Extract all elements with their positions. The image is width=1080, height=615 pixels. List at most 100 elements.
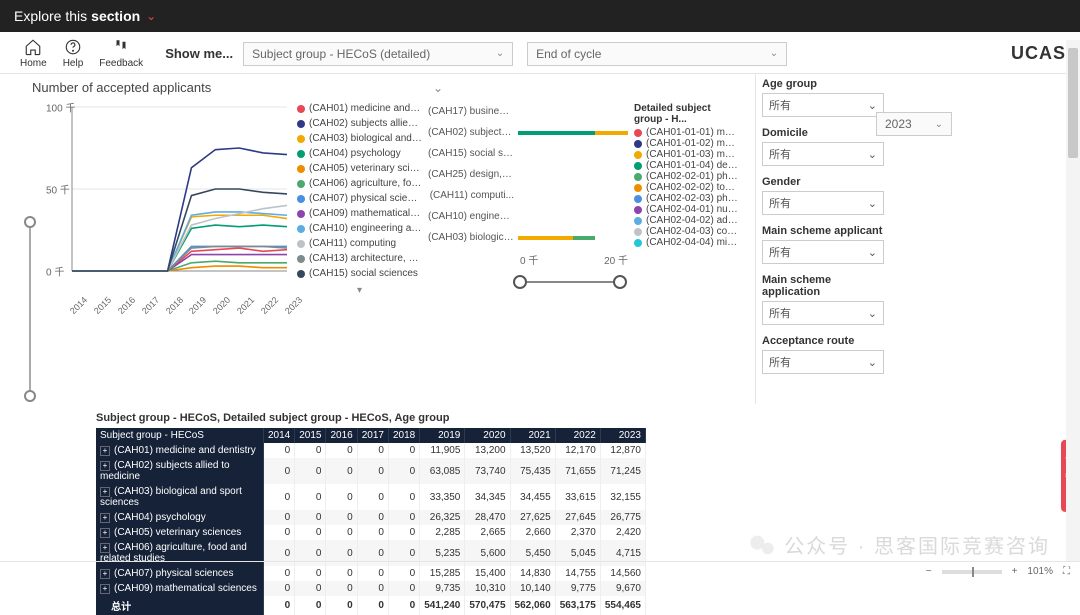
filter-label: Main scheme application [762,274,884,298]
chevron-down-icon: ⌄ [146,9,156,23]
filter-dropdown[interactable]: 所有⌄ [762,191,884,215]
expand-icon[interactable]: + [100,513,110,523]
detail-legend-item[interactable]: (CAH02-04-04) midwifery [634,237,739,248]
legend-item[interactable]: (CAH13) architecture, bu... [297,251,422,266]
bar-row: (CAH02) subjects ... [428,122,628,143]
table-row[interactable]: +(CAH04) psychology0000026,32528,47027,6… [96,510,646,525]
table-header: 2021 [510,428,555,443]
detail-legend-item[interactable]: (CAH01-01-03) medicine... [634,149,739,160]
help-button[interactable]: Help [57,38,90,69]
cycle-dropdown[interactable]: End of cycle⌄ [527,42,787,66]
status-bar: − + 101% ⛶ [0,561,1080,581]
detail-legend-item[interactable]: (CAH02-02-01) pharmac... [634,171,739,182]
table-header: Subject group - HECoS [96,428,263,443]
bar-row: (CAH03) biologica... [428,227,628,248]
filter-dropdown[interactable]: 所有⌄ [762,350,884,374]
detail-legend-item[interactable]: (CAH01-01-01) medical ... [634,127,739,138]
table-row[interactable]: +(CAH02) subjects allied to medicine0000… [96,458,646,484]
detail-legend-header: Detailed subject group - H... [634,101,739,127]
scroll-thumb[interactable] [1068,48,1078,158]
table-row[interactable]: +(CAH09) mathematical sciences000009,735… [96,581,646,596]
detail-legend-item[interactable]: (CAH02-04-01) nursing (... [634,204,739,215]
detail-legend-item[interactable]: (CAH01-01-04) dentistry [634,160,739,171]
explore-text-b: section [91,8,140,24]
bar-row: (CAH10) engineer... [428,206,628,227]
y-range-slider[interactable] [24,214,36,404]
year-dropdown[interactable]: 2023⌄ [876,112,952,136]
chart-legend: (CAH01) medicine and d...(CAH02) subject… [297,101,422,301]
legend-item[interactable]: (CAH04) psychology [297,146,422,161]
expand-icon[interactable]: + [100,528,110,538]
watermark: 公众号 · 思客国际竞赛咨询 [748,530,1050,559]
zoom-in-icon[interactable]: + [1012,566,1018,577]
bar-chart: (CAH17) business...(CAH02) subjects ...(… [428,101,628,301]
home-button[interactable]: Home [14,38,53,69]
expand-icon[interactable]: + [100,461,110,471]
legend-item[interactable]: (CAH05) veterinary scien... [297,161,422,176]
legend-item[interactable]: (CAH15) social sciences [297,266,422,281]
expand-icon[interactable]: + [100,446,110,456]
table-header: 2016 [326,428,357,443]
legend-item[interactable]: (CAH02) subjects allied t... [297,116,422,131]
detail-legend-item[interactable]: (CAH02-02-02) toxicology [634,182,739,193]
legend-item[interactable]: (CAH03) biological and s... [297,131,422,146]
scrollbar[interactable] [1066,40,1080,561]
legend-item[interactable]: (CAH11) computing [297,236,422,251]
table-header: 2023 [600,428,645,443]
bar-row: (CAH11) computi... [428,185,628,206]
range-knob-top[interactable] [24,216,36,228]
zoom-level: 101% [1027,566,1053,577]
explore-bar[interactable]: Explore this section ⌄ [0,0,1080,32]
filter-dropdown[interactable]: 所有⌄ [762,142,884,166]
year-dropdown-value: 2023 [885,117,912,131]
fullscreen-icon[interactable]: ⛶ [1063,566,1070,577]
chevron-down-icon: ⌄ [496,48,504,59]
data-table: Subject group - HECoS2014201520162017201… [96,428,646,615]
table-header: 2019 [420,428,465,443]
filter-label: Gender [762,176,884,188]
filter-dropdown[interactable]: 所有⌄ [762,301,884,325]
detail-legend-item[interactable]: (CAH02-04-02) adult nur... [634,215,739,226]
zoom-out-icon[interactable]: − [926,566,932,577]
range-knob-bottom[interactable] [24,390,36,402]
legend-item[interactable]: (CAH09) mathematical sc... [297,206,422,221]
table-row[interactable]: +(CAH03) biological and sport sciences00… [96,484,646,510]
legend-more-icon[interactable]: ▾ [297,281,422,298]
expand-icon[interactable]: + [100,584,110,594]
cycle-dropdown-value: End of cycle [536,47,601,61]
x-range-slider[interactable] [520,271,620,295]
subject-dropdown-value: Subject group - HECoS (detailed) [252,47,430,61]
legend-item[interactable]: (CAH10) engineering and... [297,221,422,236]
table-header: 2014 [263,428,294,443]
bar-row: (CAH15) social sci... [428,143,628,164]
filter-label: Acceptance route [762,335,884,347]
bar-row: (CAH17) business... [428,101,628,122]
table-title: Subject group - HECoS, Detailed subject … [96,410,1052,428]
filter-dropdown[interactable]: 所有⌄ [762,240,884,264]
brand-logo: UCAS [1011,43,1066,64]
home-label: Home [20,58,47,69]
table-row[interactable]: +(CAH01) medicine and dentistry0000011,9… [96,443,646,458]
detail-legend-item[interactable]: (CAH01-01-02) medicine... [634,138,739,149]
feedback-button[interactable]: Feedback [93,38,149,69]
detail-legend-item[interactable]: (CAH02-04-03) commun... [634,226,739,237]
table-header: 2017 [357,428,388,443]
filter-label: Domicile [762,127,884,139]
table-total-row: 总计00000541,240570,475562,060563,175554,4… [96,596,646,615]
detail-legend: Detailed subject group - H...(CAH01-01-0… [634,101,739,301]
legend-item[interactable]: (CAH07) physical sciences [297,191,422,206]
chart-collapse-icon[interactable]: ⌄ [433,81,443,95]
legend-item[interactable]: (CAH01) medicine and d... [297,101,422,116]
expand-icon[interactable]: + [100,487,110,497]
legend-item[interactable]: (CAH06) agriculture, foo... [297,176,422,191]
subject-dropdown[interactable]: Subject group - HECoS (detailed) ⌄ [243,42,513,66]
table-header: 2015 [295,428,326,443]
detail-legend-item[interactable]: (CAH02-02-03) pharmacy [634,193,739,204]
expand-icon[interactable]: + [100,543,110,553]
table-row[interactable]: +(CAH05) veterinary sciences000002,2852,… [96,525,646,540]
filter-dropdown[interactable]: 所有⌄ [762,93,884,117]
table-header: 2018 [388,428,419,443]
chart-title: Number of accepted applicants [32,80,211,95]
help-label: Help [63,58,84,69]
filter-sidebar: Age group所有⌄Domicile所有⌄Gender所有⌄Main sch… [755,74,890,404]
